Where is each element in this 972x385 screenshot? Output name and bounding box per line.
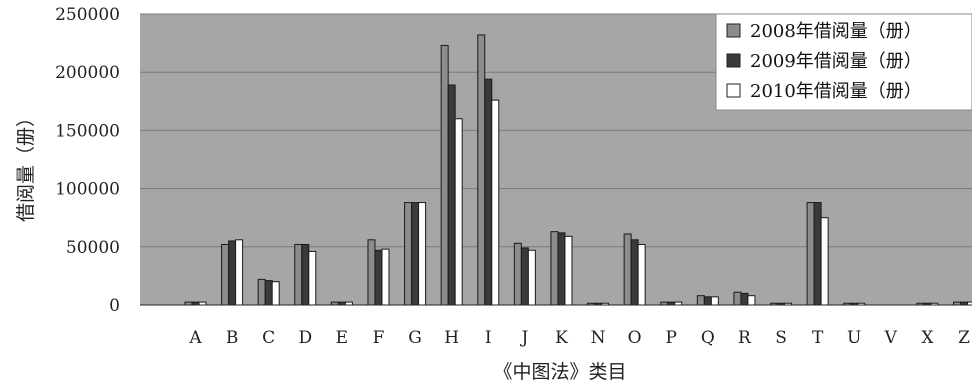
bar [747,295,756,306]
legend-swatch-2010 [726,83,741,98]
bar [294,243,303,306]
bar [411,202,420,306]
bar [623,233,632,306]
bar [454,118,463,306]
bar [513,242,522,306]
bar [703,296,712,306]
x-tick-label: X [921,328,934,348]
x-tick-label: P [666,328,677,348]
x-tick-label: H [444,328,459,348]
bar [813,202,822,306]
legend-label-2008: 2008年借阅量（册） [750,21,922,42]
y-tick-label: 100000 [55,180,120,200]
bar [271,281,280,306]
y-tick-label: 150000 [55,121,120,141]
bar [527,249,536,306]
x-tick-label: Q [701,328,715,348]
bar [228,240,237,306]
x-tick-label: E [336,328,348,348]
bar [264,280,273,306]
x-tick-label: I [485,328,492,348]
x-tick-label: B [226,328,239,348]
bar [820,217,829,306]
x-tick-label: U [847,328,861,348]
x-tick-label: F [373,328,385,348]
x-tick-label: V [884,328,898,348]
bar [710,296,719,306]
legend-box [715,13,972,111]
bar [404,202,413,306]
x-tick-label: T [812,328,824,348]
bar [418,202,427,306]
y-tick-label: 0 [109,296,120,316]
bar [740,292,749,306]
x-tick-label: S [775,328,787,348]
bar [630,239,639,306]
legend-label-2010: 2010年借阅量（册） [750,81,922,102]
bar [477,34,486,306]
y-tick-label: 50000 [66,238,120,258]
bar [564,235,573,306]
bar [374,249,383,306]
legend: 2008年借阅量（册） 2009年借阅量（册） 2010年借阅量（册） [715,13,972,111]
bar [235,239,244,306]
x-tick-label: R [738,328,752,348]
grid-lines [140,13,972,248]
x-tick-label: G [408,328,422,348]
bar [484,78,493,306]
bar [301,243,310,306]
y-tick-labels: 0 50000 100000 150000 200000 250000 [55,5,120,316]
x-tick-label: D [298,328,312,348]
bar [440,44,449,306]
bar [696,295,705,306]
x-tick-label: K [555,328,568,348]
x-tick-label: N [591,328,606,348]
bar [447,84,456,306]
bar [520,247,529,306]
legend-label-2009: 2009年借阅量（册） [750,51,922,72]
bar [257,278,266,306]
y-tick-label: 200000 [55,63,120,83]
x-tick-label: A [188,328,202,348]
legend-swatch-2008 [726,23,741,38]
legend-swatch-2009 [726,53,741,68]
bar [637,243,646,306]
y-axis-title: 借阅量（册） [15,108,37,222]
bar [367,239,376,306]
x-tick-label: J [519,328,528,348]
x-axis-title: 《中图法》类目 [493,361,626,383]
bar [806,202,815,306]
bar [221,243,230,306]
x-tick-label: O [628,328,642,348]
bar [308,250,317,306]
x-tick-label: C [262,328,275,348]
bar [557,232,566,306]
x-tick-label: Z [958,328,970,348]
bar [491,99,500,306]
bar [381,248,390,306]
bar [733,291,742,306]
bar [550,231,559,306]
y-tick-label: 250000 [55,5,120,25]
